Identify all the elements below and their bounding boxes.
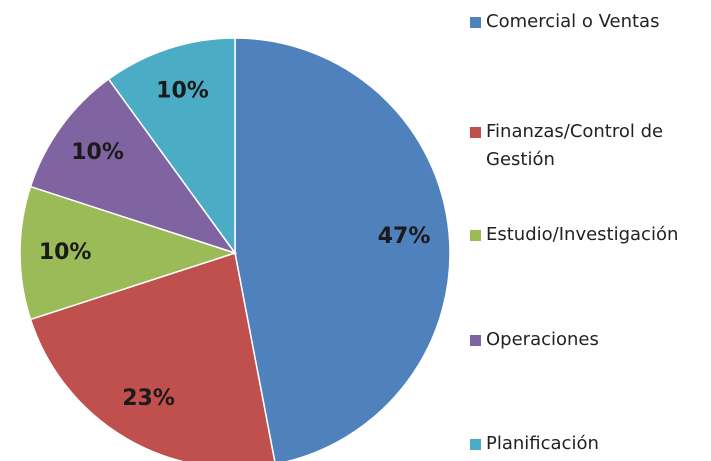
legend-swatch (470, 230, 481, 241)
data-label: 10% (71, 140, 124, 165)
legend-swatch (470, 17, 481, 28)
legend-swatch (470, 439, 481, 450)
data-label: 47% (378, 224, 431, 249)
legend-label: Estudio/Investigación (486, 224, 679, 245)
pie-slice (107, 37, 236, 256)
legend-item: Estudio/Investigación (470, 221, 705, 249)
data-label: 23% (122, 386, 175, 411)
legend-swatch (470, 127, 481, 138)
legend-item: Planificación (470, 430, 705, 458)
pie-slice (29, 252, 276, 461)
data-label: 10% (156, 78, 209, 103)
legend-item: Operaciones (470, 326, 705, 354)
pie-slice (29, 78, 237, 255)
pie-slice (234, 37, 451, 461)
legend-swatch (470, 335, 481, 346)
legend-item: Comercial o Ventas (470, 8, 705, 36)
legend-label: Operaciones (486, 329, 599, 350)
pie-slice (19, 185, 238, 321)
legend-label: Comercial o Ventas (486, 11, 660, 32)
legend-label: Planificación (486, 433, 599, 454)
legend-label: Finanzas/Control de Gestión (486, 121, 664, 170)
data-label: 10% (39, 240, 92, 265)
legend-item: Finanzas/Control de Gestión (470, 118, 705, 174)
